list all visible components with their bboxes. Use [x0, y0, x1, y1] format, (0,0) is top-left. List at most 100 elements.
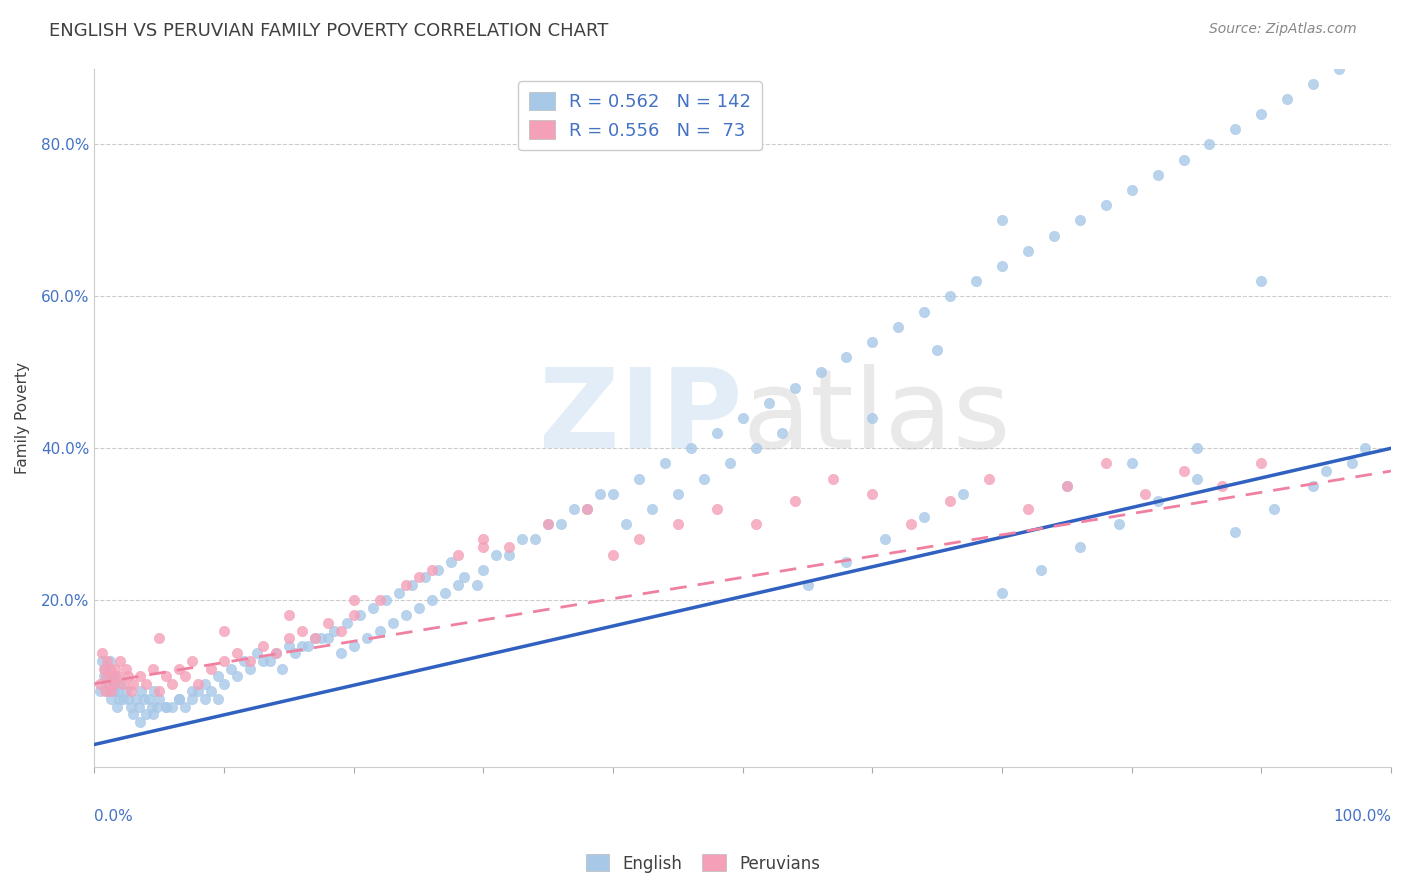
Point — [278, 608, 301, 623]
Point — [1225, 122, 1247, 136]
Point — [271, 661, 294, 675]
Point — [97, 677, 120, 691]
Point — [187, 677, 209, 691]
Point — [343, 593, 366, 607]
Point — [226, 669, 249, 683]
Point — [89, 677, 111, 691]
Point — [860, 487, 883, 501]
Point — [329, 646, 352, 660]
Point — [420, 563, 443, 577]
Point — [1341, 457, 1364, 471]
Point — [679, 442, 702, 456]
Point — [97, 669, 120, 683]
Point — [1069, 540, 1091, 554]
Point — [94, 669, 117, 683]
Point — [110, 677, 132, 691]
Point — [200, 661, 222, 675]
Point — [212, 624, 235, 638]
Point — [135, 677, 157, 691]
Point — [187, 684, 209, 698]
Point — [420, 593, 443, 607]
Point — [440, 555, 463, 569]
Point — [252, 639, 274, 653]
Point — [427, 563, 450, 577]
Point — [122, 677, 145, 691]
Point — [1302, 479, 1324, 493]
Point — [1121, 183, 1143, 197]
Point — [278, 631, 301, 645]
Point — [128, 714, 150, 729]
Point — [666, 517, 689, 532]
Point — [991, 259, 1014, 273]
Point — [125, 692, 148, 706]
Point — [654, 457, 676, 471]
Point — [395, 608, 418, 623]
Point — [408, 570, 430, 584]
Point — [329, 624, 352, 638]
Point — [627, 472, 650, 486]
Point — [1173, 464, 1195, 478]
Point — [93, 661, 115, 675]
Point — [207, 692, 229, 706]
Point — [349, 608, 371, 623]
Point — [783, 380, 806, 394]
Point — [148, 631, 170, 645]
Point — [706, 426, 728, 441]
Point — [1327, 62, 1350, 76]
Point — [1263, 502, 1285, 516]
Point — [537, 517, 560, 532]
Point — [375, 593, 398, 607]
Point — [1315, 464, 1337, 478]
Point — [135, 707, 157, 722]
Point — [1367, 31, 1389, 45]
Point — [343, 608, 366, 623]
Point — [316, 615, 339, 630]
Point — [401, 578, 423, 592]
Point — [111, 677, 134, 691]
Point — [226, 646, 249, 660]
Legend: English, Peruvians: English, Peruvians — [579, 847, 827, 880]
Point — [180, 654, 202, 668]
Point — [117, 692, 139, 706]
Point — [952, 487, 974, 501]
Point — [103, 684, 125, 698]
Point — [510, 533, 533, 547]
Point — [731, 410, 754, 425]
Text: 0.0%: 0.0% — [94, 809, 134, 824]
Point — [96, 654, 118, 668]
Point — [1302, 77, 1324, 91]
Point — [239, 661, 262, 675]
Point — [1094, 457, 1116, 471]
Point — [155, 699, 177, 714]
Point — [142, 707, 165, 722]
Point — [823, 472, 845, 486]
Point — [835, 555, 858, 569]
Point — [96, 684, 118, 698]
Point — [138, 692, 160, 706]
Point — [98, 654, 121, 668]
Point — [361, 600, 384, 615]
Point — [641, 502, 664, 516]
Legend: R = 0.562   N = 142, R = 0.556   N =  73: R = 0.562 N = 142, R = 0.556 N = 73 — [519, 81, 762, 151]
Point — [128, 699, 150, 714]
Point — [120, 699, 142, 714]
Point — [122, 707, 145, 722]
Text: ENGLISH VS PERUVIAN FAMILY POVERTY CORRELATION CHART: ENGLISH VS PERUVIAN FAMILY POVERTY CORRE… — [49, 22, 609, 40]
Point — [912, 304, 935, 318]
Point — [1185, 442, 1208, 456]
Point — [395, 578, 418, 592]
Point — [145, 699, 167, 714]
Point — [1211, 479, 1233, 493]
Point — [627, 533, 650, 547]
Point — [107, 684, 129, 698]
Point — [103, 677, 125, 691]
Point — [965, 274, 987, 288]
Point — [1250, 107, 1272, 121]
Point — [614, 517, 637, 532]
Point — [304, 631, 326, 645]
Point — [323, 624, 346, 638]
Point — [1043, 228, 1066, 243]
Point — [368, 624, 391, 638]
Point — [148, 692, 170, 706]
Point — [927, 343, 949, 357]
